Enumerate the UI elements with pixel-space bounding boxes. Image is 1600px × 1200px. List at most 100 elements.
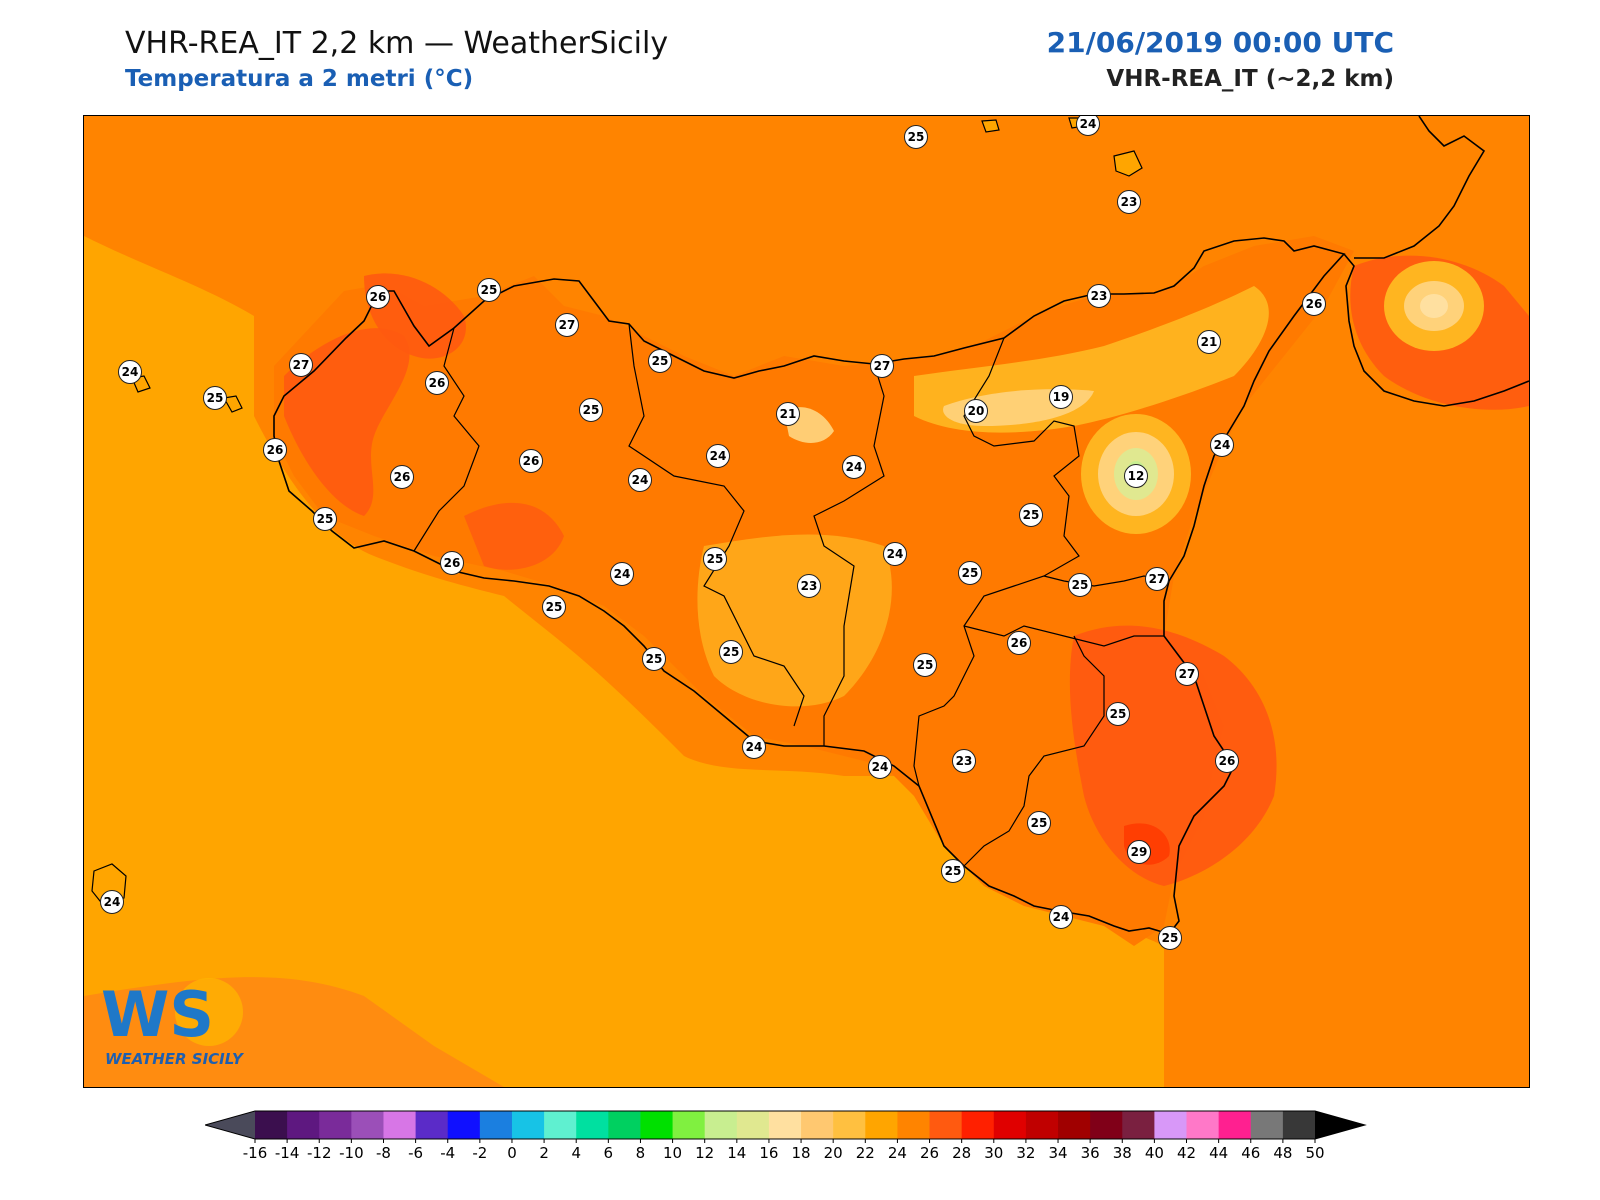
temperature-map: 25 24 23 24 25 27 26 25 27 26 26 25 26 26 25 25 26 21 27 23… bbox=[83, 115, 1530, 1088]
station-favignana: 25 bbox=[203, 386, 227, 410]
station-randazzo: 19 bbox=[1049, 385, 1073, 409]
station-marettimo: 24 bbox=[118, 360, 142, 384]
colorbar-tick-label: 44 bbox=[1209, 1144, 1228, 1162]
colorbar-tick-label: 12 bbox=[695, 1144, 714, 1162]
province-boundaries bbox=[413, 323, 1170, 867]
station-catania: 27 bbox=[1145, 567, 1169, 591]
station-stromboli: 24 bbox=[1076, 116, 1100, 136]
station-capo-san-vito: 26 bbox=[366, 285, 390, 309]
colorbar-segment bbox=[608, 1111, 641, 1139]
station-portopalo: 25 bbox=[1158, 926, 1182, 950]
colorbar-segment bbox=[1090, 1111, 1123, 1139]
colorbar-segment bbox=[736, 1111, 770, 1139]
colorbar-segment bbox=[672, 1111, 706, 1139]
colorbar-segment bbox=[1058, 1111, 1091, 1139]
colorbar-tick-label: 0 bbox=[507, 1144, 517, 1162]
station-caltagirone-n: 25 bbox=[958, 561, 982, 585]
station-bivona: 24 bbox=[610, 562, 634, 586]
colorbar-tick-label: 22 bbox=[856, 1144, 875, 1162]
weathersicily-logo: WS WEATHER SICILY bbox=[99, 974, 269, 1074]
colorbar-tick-label: -4 bbox=[440, 1144, 455, 1162]
colorbar-tick-label: 10 bbox=[663, 1144, 682, 1162]
station-cefalu: 27 bbox=[870, 354, 894, 378]
colorbar-segment bbox=[1250, 1111, 1284, 1139]
station-lercara: 26 bbox=[519, 449, 543, 473]
colorbar-segment bbox=[415, 1111, 449, 1139]
station-canicatti: 25 bbox=[642, 647, 666, 671]
sea-area bbox=[84, 236, 1164, 1087]
colorbar-tick-label: 34 bbox=[1048, 1144, 1067, 1162]
colorbar-segment bbox=[929, 1111, 963, 1139]
colorbar-segment bbox=[961, 1111, 995, 1139]
colorbar-segment bbox=[801, 1111, 834, 1139]
colorbar-segment bbox=[704, 1111, 738, 1139]
colorbar-segment bbox=[544, 1111, 577, 1139]
station-gela: 24 bbox=[868, 755, 892, 779]
colorbar-tick-label: -16 bbox=[243, 1144, 268, 1162]
station-messina: 26 bbox=[1302, 292, 1326, 316]
station-marsala: 26 bbox=[263, 438, 287, 462]
colorbar-tick-label: 48 bbox=[1273, 1144, 1292, 1162]
map-subtitle: Temperatura a 2 metri (°C) bbox=[125, 66, 474, 92]
station-etna: 12 bbox=[1124, 464, 1148, 488]
map-title: VHR-REA_IT 2,2 km — WeatherSicily bbox=[125, 26, 669, 61]
colorbar-tick-label: 32 bbox=[1016, 1144, 1035, 1162]
colorbar-tick-label: 42 bbox=[1177, 1144, 1196, 1162]
colorbar-tick-label: 16 bbox=[759, 1144, 778, 1162]
logo-monogram: WS bbox=[101, 978, 214, 1051]
colorbar-tick-label: 8 bbox=[636, 1144, 646, 1162]
colorbar-segment bbox=[1218, 1111, 1252, 1139]
map-field bbox=[84, 116, 1529, 1087]
station-palagonia: 26 bbox=[1007, 631, 1031, 655]
colorbar-segment bbox=[576, 1111, 609, 1139]
colorbar-tick-label: 20 bbox=[824, 1144, 843, 1162]
colorbar-tick-label: 4 bbox=[571, 1144, 581, 1162]
colorbar-tick-label: 6 bbox=[604, 1144, 614, 1162]
station-noto: 29 bbox=[1127, 840, 1151, 864]
station-licata: 24 bbox=[742, 735, 766, 759]
colorbar-tick-label: -14 bbox=[275, 1144, 300, 1162]
station-palermo: 27 bbox=[555, 313, 579, 337]
station-adrano: 25 bbox=[1019, 503, 1043, 527]
station-nicosia: 24 bbox=[706, 444, 730, 468]
station-licata-hills: 25 bbox=[719, 640, 743, 664]
colorbar-tick-label: -12 bbox=[307, 1144, 332, 1162]
station-enna: 24 bbox=[883, 542, 907, 566]
temperature-colorbar: -16 -14 -12 -10 -8 -6 -4 -2 0 2 4 6 8 10 12 14 16 18 20 22 2… bbox=[203, 1109, 1405, 1169]
colorbar-segment bbox=[383, 1111, 417, 1139]
station-scoglitti: 25 bbox=[941, 859, 965, 883]
calabria-coastline bbox=[1343, 116, 1529, 407]
colorbar-segment bbox=[897, 1111, 931, 1139]
egadi-island bbox=[223, 395, 243, 413]
station-augusta: 27 bbox=[1175, 662, 1199, 686]
colorbar-tick-label: 40 bbox=[1145, 1144, 1164, 1162]
station-ragusa: 25 bbox=[1027, 811, 1051, 835]
colorbar-segment bbox=[1122, 1111, 1155, 1139]
station-lipari: 23 bbox=[1117, 190, 1141, 214]
colorbar-tick-label: 50 bbox=[1305, 1144, 1324, 1162]
colorbar-segment bbox=[479, 1111, 513, 1139]
station-mussomeli: 25 bbox=[703, 547, 727, 571]
station-sciacca: 26 bbox=[440, 551, 464, 575]
colorbar-segment bbox=[1025, 1111, 1059, 1139]
warm-zone-southeast bbox=[1069, 625, 1277, 886]
warm-zone-center bbox=[464, 502, 564, 570]
colorbar-segment bbox=[640, 1111, 674, 1139]
station-nebrodi: 20 bbox=[964, 399, 988, 423]
colorbar-tick-label: -2 bbox=[472, 1144, 487, 1162]
colorbar-segment bbox=[1282, 1111, 1316, 1139]
station-siracusa: 26 bbox=[1215, 749, 1239, 773]
station-agrigento: 25 bbox=[542, 595, 566, 619]
station-alcamo: 26 bbox=[425, 371, 449, 395]
station-riposto: 24 bbox=[1210, 433, 1234, 457]
colorbar-tick-label: 46 bbox=[1241, 1144, 1260, 1162]
station-taormina-hills: 21 bbox=[1197, 330, 1221, 354]
station-trapani: 27 bbox=[289, 353, 313, 377]
colorbar-segment bbox=[351, 1111, 384, 1139]
calabria-cold bbox=[1420, 294, 1448, 318]
colorbar-tick-label: 28 bbox=[952, 1144, 971, 1162]
colorbar-segment bbox=[865, 1111, 898, 1139]
colorbar-tick-label: 36 bbox=[1081, 1144, 1100, 1162]
aeolian-island-a bbox=[1113, 150, 1143, 177]
colorbar-segment bbox=[833, 1111, 866, 1139]
